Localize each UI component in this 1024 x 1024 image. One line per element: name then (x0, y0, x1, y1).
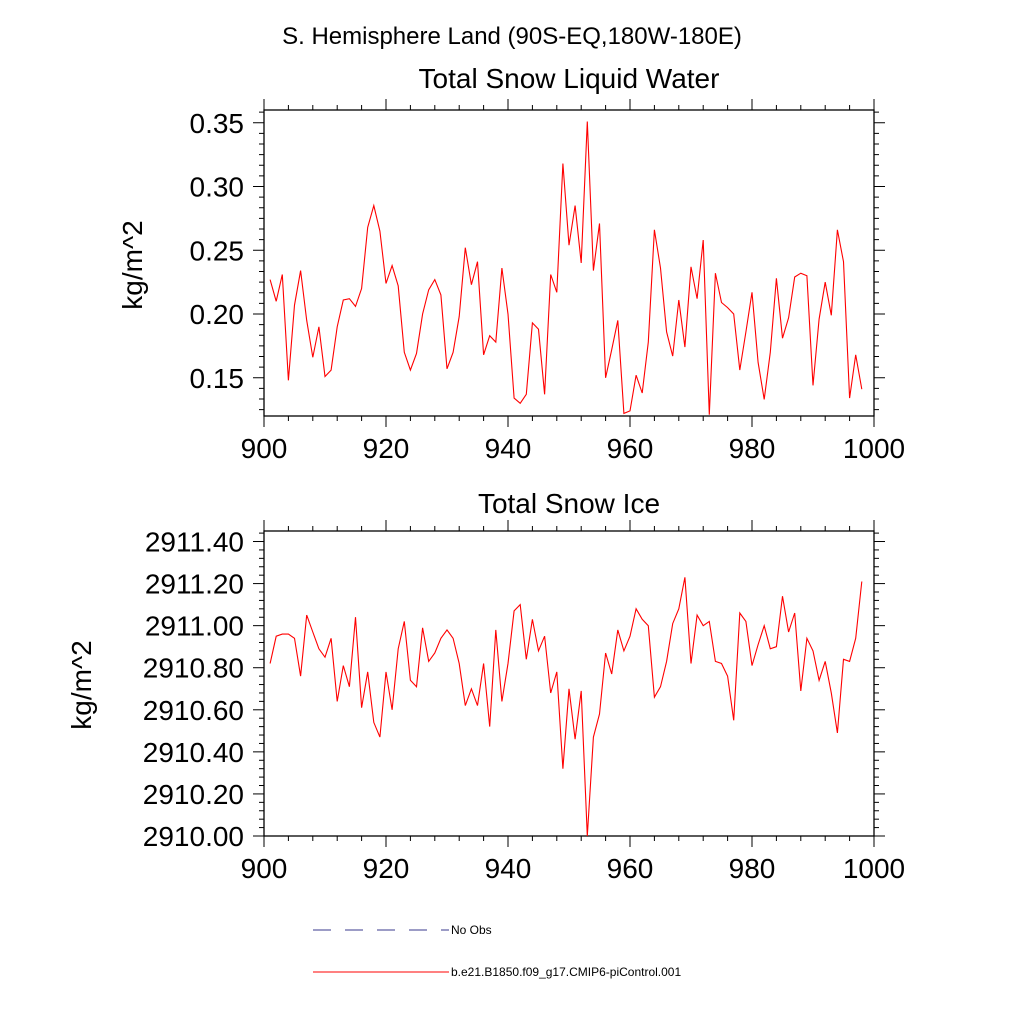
y-tick-label: 0.30 (190, 172, 245, 203)
plot-frame (263, 530, 875, 837)
y-tick-label: 0.35 (190, 108, 245, 139)
x-tick-label: 940 (485, 853, 532, 884)
y-axis-title: kg/m^2 (117, 220, 148, 309)
y-tick-label: 2911.00 (145, 611, 244, 642)
legend: No Obs b.e21.B1850.f09_g17.CMIP6-piContr… (313, 923, 681, 979)
x-tick-label: 1000 (843, 433, 905, 464)
x-tick-label: 900 (241, 433, 288, 464)
x-tick-label: 900 (241, 853, 288, 884)
x-tick-label: 940 (485, 433, 532, 464)
y-tick-label: 2910.60 (143, 695, 244, 726)
y-tick-label: 2910.00 (143, 821, 244, 852)
series-line (269, 577, 863, 837)
x-tick-label: 920 (363, 853, 410, 884)
panel-title: Total Snow Liquid Water (419, 63, 720, 94)
y-tick-label: 2910.80 (143, 653, 244, 684)
x-tick-label: 980 (729, 853, 776, 884)
y-tick-label: 2910.20 (143, 779, 244, 810)
y-tick-label: 2910.40 (143, 737, 244, 768)
y-axis-title: kg/m^2 (66, 640, 97, 729)
x-tick-label: 960 (607, 853, 654, 884)
legend-label-no-obs: No Obs (451, 923, 492, 937)
series-line (269, 121, 863, 415)
plot-frame (263, 109, 875, 417)
y-tick-label: 0.25 (190, 235, 245, 266)
figure-title: S. Hemisphere Land (90S-EQ,180W-180E) (282, 23, 742, 50)
x-tick-label: 960 (607, 433, 654, 464)
x-tick-label: 920 (363, 433, 410, 464)
y-tick-label: 2911.40 (145, 527, 244, 558)
y-tick-label: 2911.20 (145, 569, 244, 600)
legend-label-model: b.e21.B1850.f09_g17.CMIP6-piControl.001 (451, 965, 681, 979)
panel-title: Total Snow Ice (478, 488, 660, 519)
x-tick-label: 980 (729, 433, 776, 464)
y-tick-label: 0.20 (190, 299, 245, 330)
panel-total-snow-ice: Total Snow Ice kg/m^2 900 920 940 960 980 100… (66, 488, 905, 884)
x-tick-label: 1000 (843, 853, 905, 884)
y-tick-label: 0.15 (190, 363, 245, 394)
panel-total-snow-liquid-water: Total Snow Liquid Water kg/m^2 900 920 940… (117, 63, 905, 464)
